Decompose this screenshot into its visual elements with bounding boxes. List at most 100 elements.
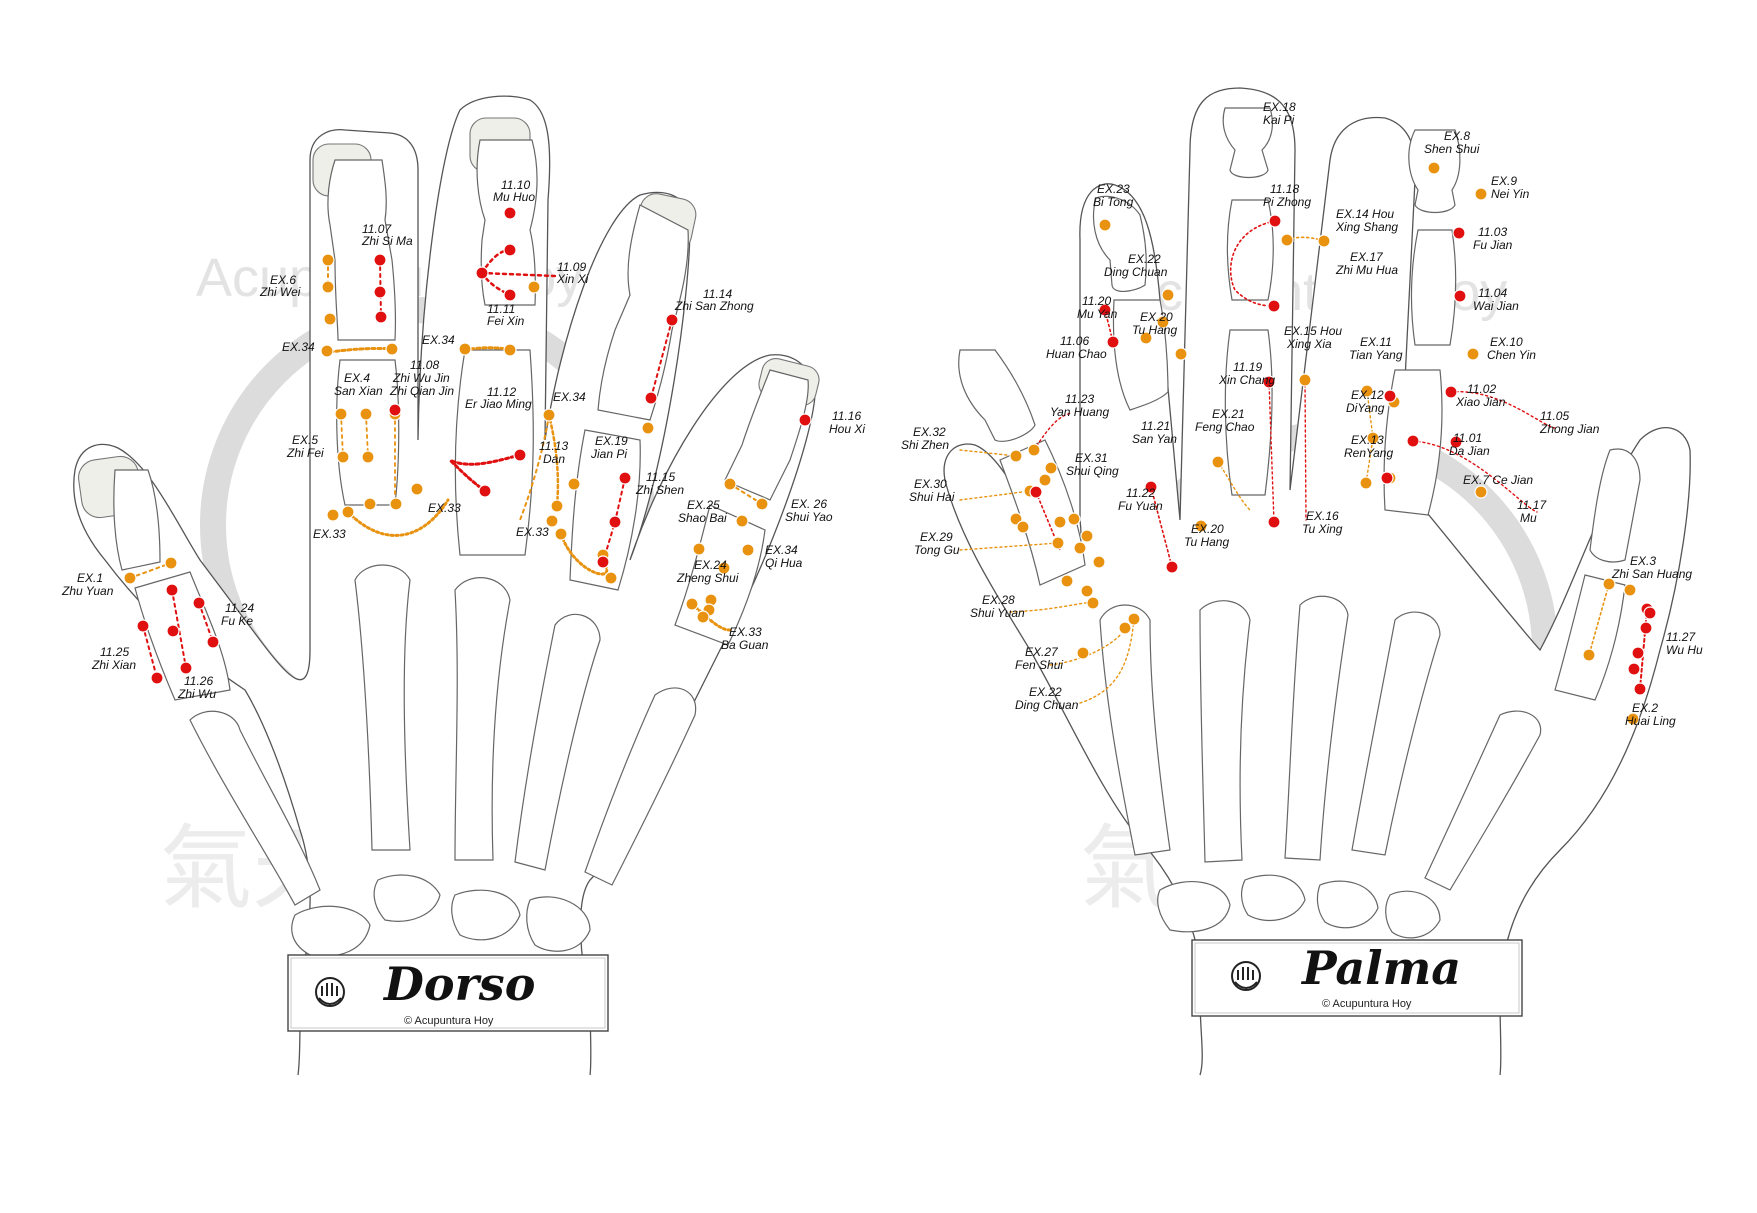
dorso-point-label: 11.13	[539, 439, 568, 453]
acupoint-red	[1452, 226, 1466, 240]
acupoint-orange	[545, 514, 559, 528]
palma-title-box: Palma © Acupuntura Hoy	[1191, 939, 1523, 1017]
acupoint-red	[192, 596, 206, 610]
dorso-point-label: Zhi Xian	[91, 658, 136, 672]
palma-point-label: Tu Hang	[1132, 323, 1177, 337]
palma-point-label: 11.23	[1065, 392, 1094, 406]
palma-point-label: Huan Chao	[1046, 347, 1107, 361]
acupoint-orange	[326, 508, 340, 522]
palma-point-label: EX.18	[1263, 100, 1296, 114]
palma-point-label: Xiao Jian	[1455, 395, 1506, 409]
palma-point-label: Yan Huang	[1050, 405, 1109, 419]
acupoint-orange	[341, 505, 355, 519]
palma-point-label: Tian Yang	[1349, 348, 1403, 362]
acupoint-red	[1144, 480, 1158, 494]
acupoint-orange	[1602, 577, 1616, 591]
dorso-point-label: Ba Guan	[721, 638, 769, 652]
acupoint-red	[665, 313, 679, 327]
palma-point-label: 11.05	[1540, 409, 1569, 423]
acupoint-red	[1631, 646, 1645, 660]
dorso-point-label: Xin Xi	[556, 272, 589, 286]
acupoint-red	[1267, 515, 1281, 529]
acupoint-orange	[1174, 347, 1188, 361]
palma-point-label: Pi Zhong	[1263, 195, 1311, 209]
acupoint-red	[475, 266, 489, 280]
palma-point-label: Nei Yin	[1491, 187, 1530, 201]
palma-point-label: 11.20	[1082, 294, 1111, 308]
palma-point-label: 11.06	[1060, 334, 1089, 348]
acupoint-orange	[1009, 449, 1023, 463]
palma-point-label: 11.17	[1517, 498, 1547, 512]
dorso-point-label: Qi Hua	[765, 556, 803, 570]
acupoint-red	[503, 243, 517, 257]
palma-point-label: 11.19	[1233, 360, 1262, 374]
acupoint-orange	[1474, 187, 1488, 201]
acupoint-red	[1406, 434, 1420, 448]
dorso-point-label: Mu Huo	[493, 190, 535, 204]
dorso-point-label: EX.33	[428, 501, 461, 515]
dorso-point-label: 11.15	[646, 470, 675, 484]
palma-point-label: Feng Chao	[1195, 420, 1255, 434]
palma-point-label: Zhong Jian	[1539, 422, 1600, 436]
acupoint-red	[166, 624, 180, 638]
acupoint-orange	[1067, 512, 1081, 526]
dorso-point-label: Zhi Wei	[259, 285, 301, 299]
acupoint-red	[798, 413, 812, 427]
dorso-point-label: EX.25	[687, 498, 720, 512]
acupoint-orange	[1076, 646, 1090, 660]
palma-point-label: Wai Jian	[1473, 299, 1519, 313]
palma-point-label: Fen Shui	[1015, 658, 1063, 672]
palma-point-label: Zhi San Huang	[1611, 567, 1692, 581]
acupoint-orange	[363, 497, 377, 511]
palma-point-label: Ding Chuan	[1104, 265, 1168, 279]
acupoint-red	[1444, 385, 1458, 399]
dorso-point-label: Zhi Wu Jin	[392, 371, 450, 385]
dorso-point-label: Dan	[543, 452, 565, 466]
acupoint-red	[373, 285, 387, 299]
acupoint-orange	[550, 499, 564, 513]
dorso-point-label: EX.19	[595, 434, 628, 448]
dorso-point-label: Zhi Qian Jin	[389, 384, 454, 398]
acupoint-orange	[361, 450, 375, 464]
palma-point-label: EX.17	[1350, 250, 1384, 264]
acupoint-orange	[1027, 443, 1041, 457]
acupoint-red	[206, 635, 220, 649]
acupoint-orange	[1156, 315, 1170, 329]
acupoint-red	[1453, 289, 1467, 303]
dorso-point-label: Zheng Shui	[676, 571, 739, 585]
dorso-copyright: © Acupuntura Hoy	[404, 1015, 494, 1027]
acupoint-orange	[1466, 347, 1480, 361]
acupoint-red	[608, 515, 622, 529]
acupoint-orange	[1127, 612, 1141, 626]
acupoint-orange	[696, 610, 710, 624]
palma-point-label: EX.22	[1029, 685, 1062, 699]
dorso-point-label: Jian Pi	[590, 447, 627, 461]
acupoint-orange	[1139, 331, 1153, 345]
acupoint-orange	[1211, 455, 1225, 469]
acupoint-red	[1165, 560, 1179, 574]
palma-point-label: 11.02	[1467, 382, 1496, 396]
palma-point-label: EX.9	[1491, 174, 1517, 188]
palma-hand-outline	[943, 87, 1691, 1076]
acupoint-red	[1098, 303, 1112, 317]
acupoint-red	[1106, 335, 1120, 349]
dorso-point-label: 11.25	[100, 645, 129, 659]
acupoint-red	[373, 253, 387, 267]
palma-point-label: 11.01	[1453, 431, 1482, 445]
acupoint-orange	[321, 253, 335, 267]
palm-icon	[315, 977, 345, 1007]
dorso-point-label: EX.34	[553, 390, 586, 404]
palma-point-label: EX.7 Ce Jian	[1463, 473, 1533, 487]
palma-point-label: EX.2	[1632, 701, 1658, 715]
acupoint-orange	[359, 407, 373, 421]
dorso-point-label: EX.34	[422, 333, 455, 347]
palma-point-label: Mu	[1520, 511, 1537, 525]
acupoint-orange	[692, 542, 706, 556]
palma-point-label: EX.20	[1191, 522, 1224, 536]
palma-point-label: Kai Pi	[1263, 113, 1295, 127]
palma-point-label: EX.15 Hou	[1284, 324, 1342, 338]
dorso-point-label: EX.6	[270, 273, 296, 287]
acupoint-orange	[458, 342, 472, 356]
